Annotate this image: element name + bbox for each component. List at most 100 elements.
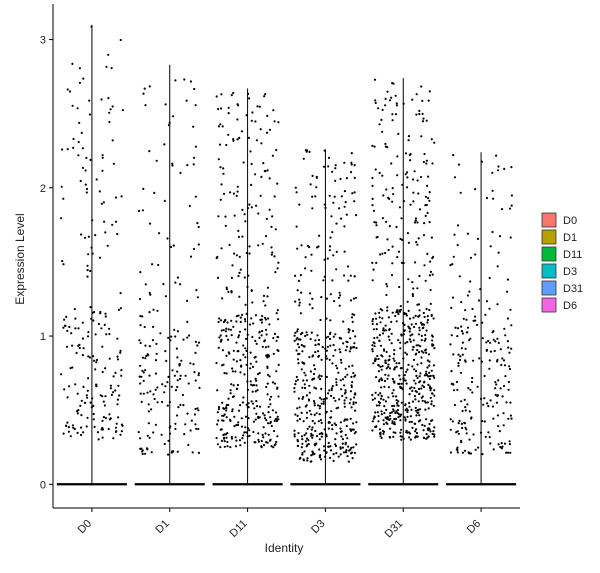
point (509, 308, 512, 311)
point (193, 87, 196, 91)
point (329, 445, 332, 448)
point (234, 436, 237, 439)
point (81, 321, 84, 324)
point (194, 423, 197, 426)
point (255, 400, 258, 403)
point (236, 185, 239, 188)
point (318, 432, 321, 436)
point (397, 312, 400, 316)
point (374, 391, 377, 394)
point (371, 398, 374, 401)
point (116, 358, 120, 361)
point (391, 392, 394, 395)
point (258, 330, 261, 333)
point (247, 92, 250, 95)
point (504, 334, 507, 337)
point (92, 355, 95, 358)
point (101, 156, 104, 159)
point (254, 377, 257, 380)
point (417, 333, 421, 336)
point (506, 451, 510, 454)
point (348, 329, 351, 332)
point (479, 431, 483, 434)
point (261, 345, 264, 348)
point (371, 344, 374, 347)
point (423, 315, 426, 319)
point (270, 225, 273, 228)
point (309, 337, 312, 341)
point (335, 222, 338, 225)
point (428, 360, 431, 363)
point (332, 396, 335, 400)
point (392, 357, 395, 360)
point (305, 411, 309, 414)
point (476, 323, 479, 326)
point (148, 436, 151, 439)
point (416, 349, 419, 352)
point (71, 366, 74, 369)
point (374, 168, 377, 171)
point (410, 408, 413, 411)
point (461, 332, 464, 335)
point (354, 401, 358, 404)
point (264, 417, 267, 420)
point (355, 214, 358, 217)
point (340, 435, 343, 438)
point (227, 290, 230, 293)
point (265, 131, 269, 134)
point (505, 451, 508, 454)
point (144, 283, 147, 286)
point (350, 375, 353, 378)
point (246, 405, 249, 408)
point (388, 338, 391, 341)
point (222, 329, 225, 332)
point (406, 415, 409, 418)
point (139, 364, 142, 367)
point (400, 401, 403, 404)
point (274, 443, 277, 446)
point (456, 430, 459, 433)
point (335, 381, 338, 384)
point (266, 365, 269, 368)
point (276, 267, 279, 270)
point (349, 390, 352, 393)
point (244, 356, 247, 359)
point (101, 428, 104, 431)
point (400, 261, 404, 264)
point (346, 437, 349, 440)
point (499, 445, 502, 449)
point (232, 91, 235, 95)
point (79, 179, 82, 183)
point (86, 416, 89, 419)
point (385, 188, 388, 191)
point (349, 346, 352, 349)
point (170, 335, 173, 338)
point (62, 326, 65, 329)
point (229, 392, 232, 395)
point (371, 348, 374, 351)
point (161, 400, 164, 404)
point (148, 150, 151, 153)
point (335, 250, 338, 253)
point (414, 398, 417, 401)
point (390, 162, 393, 165)
point (468, 410, 471, 413)
point (415, 113, 418, 116)
point (149, 390, 152, 393)
point (245, 403, 248, 406)
point (353, 451, 356, 454)
point (372, 417, 375, 420)
point (471, 376, 474, 380)
point (140, 375, 143, 378)
point (411, 400, 415, 403)
point (164, 350, 167, 353)
point (173, 374, 176, 377)
point (354, 409, 357, 412)
point (251, 111, 254, 114)
point (340, 361, 343, 364)
point (268, 375, 271, 378)
point (261, 330, 264, 333)
point (413, 325, 416, 329)
point (488, 367, 491, 370)
point (191, 451, 194, 454)
